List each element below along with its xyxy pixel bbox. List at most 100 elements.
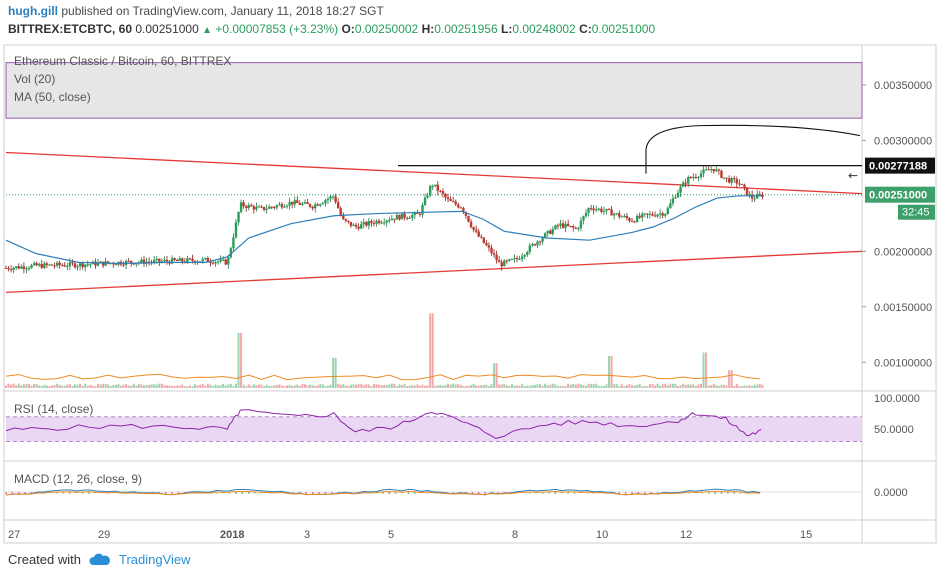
candle <box>518 255 521 261</box>
volume-bar <box>541 385 544 388</box>
high-label: H: <box>421 22 435 36</box>
volume-bar <box>150 384 153 388</box>
volume-bar <box>135 385 138 388</box>
volume-bar <box>199 384 202 388</box>
volume-bar <box>278 384 281 388</box>
volume-bar <box>130 385 133 388</box>
candle <box>692 173 695 181</box>
candle-body <box>600 208 603 212</box>
volume-bar <box>746 385 749 388</box>
candle <box>278 202 281 206</box>
candle-body <box>81 263 84 268</box>
candle-body <box>308 203 312 207</box>
volume-bar <box>240 332 243 388</box>
volume-bar <box>720 384 723 388</box>
candle-body <box>704 169 708 171</box>
candle <box>523 254 526 260</box>
candle <box>359 220 363 230</box>
volume-bar <box>298 385 301 388</box>
candle-body <box>531 244 534 246</box>
volume-bar <box>86 385 89 388</box>
candle <box>748 191 751 199</box>
candle-body <box>326 198 330 201</box>
volume-bar <box>712 384 715 388</box>
candle <box>244 204 248 212</box>
candle-body <box>436 184 440 191</box>
volume-bar <box>329 384 332 388</box>
volume-bar <box>286 385 289 388</box>
volume-bar <box>424 385 427 388</box>
volume-bar <box>664 383 667 388</box>
candle <box>710 164 713 173</box>
candle-body <box>221 259 225 261</box>
volume-bar <box>326 385 329 388</box>
macd-histogram-bar <box>18 492 20 494</box>
macd-histogram-bar <box>644 492 646 495</box>
author-name[interactable]: hugh.gill <box>8 4 58 18</box>
candle-body <box>63 265 66 267</box>
candle-body <box>641 213 644 218</box>
candle-body <box>211 262 215 264</box>
candle <box>255 202 258 212</box>
candle <box>528 243 532 255</box>
candle <box>572 224 575 232</box>
candle <box>597 207 601 212</box>
candle-body <box>750 194 754 199</box>
volume-bar <box>268 385 271 388</box>
volume-bar <box>145 384 148 388</box>
legend-rsi[interactable]: RSI (14, close) <box>14 402 94 416</box>
candle <box>531 242 534 247</box>
volume-bar <box>222 383 225 388</box>
candle-body <box>198 261 202 263</box>
volume-bar <box>597 385 600 388</box>
tradingview-brand[interactable]: TradingView <box>118 552 191 567</box>
candle <box>257 204 261 208</box>
volume-bar <box>176 385 179 388</box>
candle-body <box>630 220 634 222</box>
candle <box>76 264 79 271</box>
volume-bar <box>380 385 383 388</box>
candle-body <box>523 255 526 257</box>
candle-body <box>84 264 87 268</box>
candle <box>344 218 348 223</box>
candle <box>651 211 654 217</box>
candle-body <box>702 169 705 174</box>
candle-body <box>454 201 457 205</box>
candle-body <box>127 260 130 262</box>
candle <box>400 213 404 220</box>
volume-bar <box>421 384 424 388</box>
volume-bar <box>165 385 168 388</box>
candle <box>584 209 588 219</box>
macd-histogram-bar <box>5 492 7 495</box>
macd-histogram-bar <box>446 492 448 494</box>
volume-bar <box>577 383 580 388</box>
volume-bar <box>76 384 79 388</box>
x-tick-label: 27 <box>8 529 20 541</box>
candle <box>390 214 394 221</box>
candle <box>362 218 365 229</box>
macd-histogram-bar <box>656 492 659 494</box>
volume-bar <box>40 385 43 388</box>
volume-bar <box>689 384 692 388</box>
highlight-band <box>5 62 863 119</box>
candle <box>50 264 54 266</box>
legend-macd[interactable]: MACD (12, 26, close, 9) <box>14 472 143 486</box>
volume-bar <box>705 352 708 388</box>
volume-bar <box>539 384 542 388</box>
chart-frame <box>3 44 937 544</box>
candle-body <box>707 169 710 171</box>
rsi-band <box>6 416 862 442</box>
candle-body <box>377 220 381 224</box>
candle <box>275 204 279 210</box>
candle-body <box>158 258 161 262</box>
candle-body <box>306 202 309 204</box>
candle <box>469 219 473 229</box>
macd-histogram-bar <box>11 492 14 494</box>
legend-ma[interactable]: MA (50, close) <box>14 90 91 104</box>
candle-body <box>416 212 419 214</box>
candle-body <box>434 184 437 186</box>
candle <box>679 184 682 197</box>
macd-histogram-bar <box>382 492 384 494</box>
legend-volume[interactable]: Vol (20) <box>14 72 56 86</box>
